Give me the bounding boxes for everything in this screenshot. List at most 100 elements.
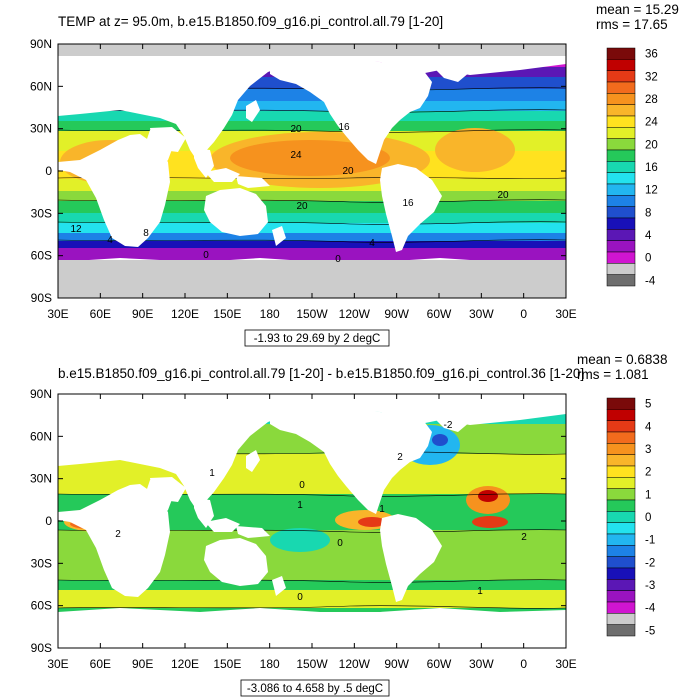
colorbar-swatch <box>606 127 636 139</box>
panel-1-mean: mean = 15.29 <box>596 2 679 17</box>
colorbar-swatch <box>606 499 636 512</box>
colorbar-swatch <box>606 229 636 241</box>
y-tick-label: 60S <box>31 249 52 263</box>
y-tick-label: 30N <box>30 472 52 486</box>
colorbar-label: 0 <box>645 512 651 524</box>
y-tick-label: 60N <box>30 79 52 93</box>
x-tick-label: 30W <box>469 657 494 671</box>
colorbar-swatch <box>606 579 636 591</box>
x-tick-label: 150E <box>213 307 241 321</box>
colorbar-swatch <box>606 397 636 410</box>
x-tick-label: 180 <box>260 657 280 671</box>
colorbar-swatch <box>606 522 636 535</box>
contour-label: 0 <box>337 538 343 549</box>
colorbar-label: 8 <box>645 207 651 219</box>
panel-2-info-box: -3.086 to 4.658 by .5 degC <box>240 679 390 697</box>
y-tick-label: 90S <box>31 291 52 305</box>
contour-label: 1 <box>477 586 483 597</box>
colorbar-swatch <box>606 183 636 196</box>
contour-label: 1 <box>297 500 303 511</box>
colorbar-label: 32 <box>645 71 658 83</box>
colorbar-swatch <box>606 47 636 60</box>
contour-label: 4 <box>107 235 113 246</box>
colorbar-label: 5 <box>645 399 651 411</box>
panel-2: b.e15.B1850.f09_g16.pi_control.all.79 [1… <box>30 352 667 697</box>
y-tick-label: 30S <box>31 206 52 220</box>
x-tick-label: 0 <box>520 657 527 671</box>
x-tick-label: 90E <box>132 307 153 321</box>
x-tick-label: 150W <box>296 307 328 321</box>
colorbar-swatch <box>606 93 636 105</box>
x-tick-label: 60W <box>427 657 452 671</box>
colorbar-label: 3 <box>645 444 651 456</box>
colorbar-label: 12 <box>645 185 658 197</box>
panel-2-rms: rms = 1.081 <box>577 367 649 382</box>
panel-1-rms: rms = 17.65 <box>596 17 668 32</box>
x-tick-label: 30E <box>555 657 576 671</box>
colorbar-swatch <box>606 431 636 444</box>
contour-label: 0 <box>203 250 209 261</box>
x-tick-label: 30E <box>47 657 68 671</box>
panel-2-y-ticks: 90N 60N 30N 0 30S 60S 90S <box>30 387 566 655</box>
colorbar-swatch <box>606 59 636 71</box>
colorbar-label: 2 <box>645 467 651 479</box>
colorbar-swatch <box>606 488 636 501</box>
contour-label: 2 <box>115 529 121 540</box>
x-tick-label: 60E <box>90 307 111 321</box>
colorbar-label: 20 <box>645 139 658 151</box>
y-tick-label: 90N <box>30 37 52 51</box>
contour-label: 20 <box>296 201 308 212</box>
contour-label: 0 <box>335 254 341 265</box>
colorbar-swatch <box>606 624 636 637</box>
panel-2-field <box>58 394 566 648</box>
x-tick-label: 30E <box>555 307 576 321</box>
colorbar-swatch <box>606 172 636 185</box>
colorbar-label: 4 <box>645 230 652 242</box>
x-tick-label: 150W <box>296 657 328 671</box>
panel-2-colorbar: 5 4 3 2 1 0 -1 -2 -3 -4 -5 <box>606 397 656 637</box>
x-tick-label: 180 <box>260 307 280 321</box>
colorbar-swatch <box>606 545 636 557</box>
contour-label: 20 <box>342 166 354 177</box>
colorbar-swatch <box>606 454 636 467</box>
contour-label: 2 <box>397 452 403 463</box>
colorbar-label: 1 <box>645 489 651 501</box>
contour-label: 24 <box>290 150 302 161</box>
panel-2-mean: mean = 0.6838 <box>577 352 667 367</box>
x-tick-label: 60E <box>90 657 111 671</box>
x-tick-label: 90W <box>384 657 409 671</box>
panel-2-contour-labels: 0 2 1 1 0 -2 2 1 0 1 2 <box>115 420 527 603</box>
x-tick-label: 0 <box>520 307 527 321</box>
panel-1: TEMP at z= 95.0m, b.e15.B1850.f09_g16.pi… <box>30 2 679 347</box>
colorbar-swatch <box>606 613 636 625</box>
colorbar-swatch <box>606 161 636 173</box>
colorbar-label: -4 <box>645 603 656 615</box>
contour-label: 1 <box>379 504 385 515</box>
panel-1-y-ticks: 90N 60N 30N 0 30S 60S 90S <box>30 37 566 305</box>
x-tick-label: 120E <box>171 657 199 671</box>
x-tick-label: 150E <box>213 657 241 671</box>
colorbar-swatch <box>606 590 636 603</box>
y-tick-label: 0 <box>45 514 52 528</box>
contour-label: 2 <box>521 532 527 543</box>
colorbar-label: 28 <box>645 94 658 106</box>
colorbar-label: 36 <box>645 49 658 61</box>
y-tick-label: 30S <box>31 556 52 570</box>
colorbar-swatch <box>606 477 636 489</box>
y-tick-label: 30N <box>30 122 52 136</box>
x-tick-label: 30E <box>47 307 68 321</box>
y-tick-label: 60S <box>31 599 52 613</box>
x-tick-label: 120W <box>339 657 371 671</box>
colorbar-label: 4 <box>645 421 652 433</box>
colorbar-swatch <box>606 601 636 614</box>
panel-1-info-label: -1.93 to 29.69 by 2 degC <box>254 333 381 345</box>
colorbar-swatch <box>606 567 636 580</box>
colorbar-swatch <box>606 274 636 287</box>
colorbar-label: 16 <box>645 162 658 174</box>
y-tick-label: 60N <box>30 429 52 443</box>
colorbar-swatch <box>606 149 636 162</box>
colorbar-label: -1 <box>645 535 655 547</box>
contour-label: 0 <box>299 480 305 491</box>
colorbar-swatch <box>606 206 636 219</box>
